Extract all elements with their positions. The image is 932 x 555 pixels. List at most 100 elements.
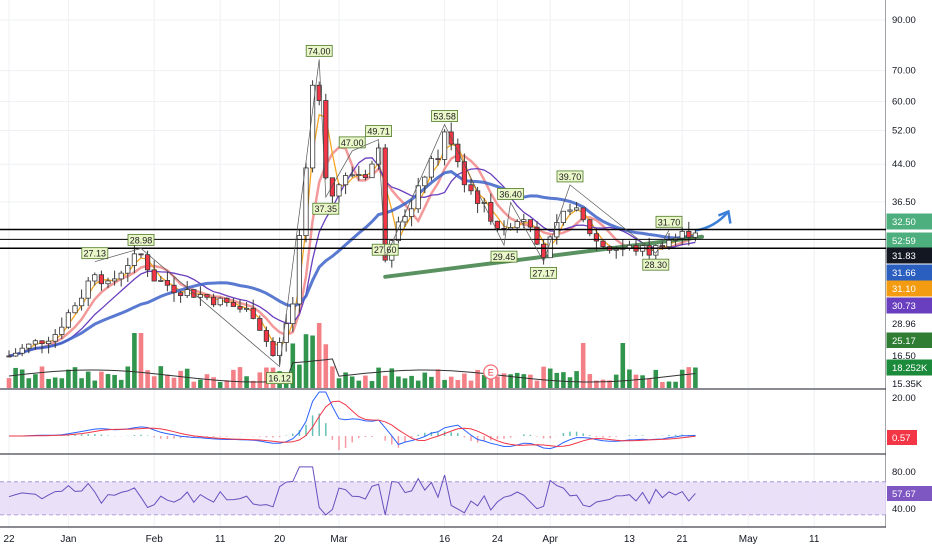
candle-body-30 — [263, 329, 270, 342]
candle-body-50 — [395, 221, 402, 241]
volume-bar-94 — [686, 367, 692, 388]
rsi-value-label: 57.67 — [892, 489, 916, 500]
volume-bar-20 — [198, 379, 203, 388]
rsi-tick-label-1: 40.00 — [892, 504, 916, 515]
grid — [0, 0, 932, 528]
volume-bar-87 — [640, 375, 645, 388]
candlesticks — [6, 80, 699, 365]
volume-bar-91 — [666, 381, 672, 388]
volume-bar--8 — [13, 367, 18, 388]
annotation-box-9 — [497, 188, 525, 200]
volume-bar-1 — [72, 367, 78, 388]
candle-body-61 — [468, 184, 474, 192]
forecast-arrow-head — [717, 209, 732, 224]
candle-body--4 — [39, 340, 45, 345]
x-tick-label-9: 13 — [624, 534, 636, 545]
candle-body-54 — [422, 176, 428, 187]
volume-bar-85 — [627, 369, 632, 388]
annotation-label-6: 49.71 — [367, 127, 390, 137]
time-axis[interactable]: 22 Jan Feb 11 20 Mar 16 24 Apr 13 21 May 11 — [0, 528, 932, 550]
macd-value-label: 0.57 — [892, 433, 911, 444]
annotation-label-1: 28.98 — [130, 235, 153, 245]
x-tick-label-10: 21 — [677, 534, 689, 545]
annotation-box-11 — [530, 266, 557, 279]
annotation-label-4: 37.35 — [315, 204, 338, 214]
annotation-box-6 — [365, 125, 393, 137]
volume-bar-56 — [435, 369, 441, 388]
candle-body-95 — [692, 232, 699, 238]
volume-bar-81 — [600, 379, 606, 388]
volume-bar--9 — [6, 378, 12, 388]
annotation-label-14: 28.30 — [645, 260, 668, 270]
candle-body-13 — [151, 269, 157, 282]
candle-body-14 — [158, 279, 164, 282]
x-tick-label-6: 16 — [439, 534, 451, 545]
volume-bar-93 — [679, 369, 685, 388]
price-tag-0 — [886, 213, 932, 230]
candle-body-4 — [92, 274, 98, 282]
y-tick-label-1: 70.00 — [892, 66, 916, 77]
rsi-band — [0, 481, 886, 515]
volume-bar-0 — [66, 369, 71, 388]
price-tag-5 — [886, 297, 932, 314]
volume-bar-10 — [132, 333, 137, 388]
candle-body--9 — [6, 355, 12, 358]
volume-bar-46 — [369, 381, 375, 388]
y-tick-label-3: 52.00 — [892, 126, 916, 137]
y-tick-label-2: 60.00 — [892, 97, 916, 108]
candle-body--8 — [12, 352, 19, 357]
volume-bar-65 — [495, 376, 500, 388]
candle-body-42 — [342, 175, 349, 186]
candle-body-6 — [105, 280, 111, 285]
candle-body-77 — [574, 207, 580, 211]
volume-bar-92 — [673, 381, 678, 388]
volume-bar-72 — [541, 366, 546, 388]
volume-bar-59 — [455, 380, 461, 388]
volume-bar-70 — [528, 374, 533, 388]
macd-pane — [9, 391, 697, 451]
annotation-label-5: 47.00 — [341, 138, 364, 148]
annotation-label-9: 36.40 — [499, 189, 522, 199]
volume-bar-86 — [633, 374, 639, 388]
volume-bar-29 — [257, 372, 263, 388]
candle-body-23 — [217, 297, 223, 306]
volume-bar-36 — [303, 334, 309, 388]
price-tag-4 — [886, 280, 932, 297]
volume-bar-37 — [310, 335, 315, 388]
price-tag-label-5: 30.73 — [892, 301, 916, 312]
candle-body-29 — [257, 318, 263, 331]
candle-body-73 — [547, 236, 553, 259]
candle-body-7 — [112, 278, 118, 282]
volume-bar-43 — [349, 376, 355, 388]
volume-bar--2 — [52, 377, 58, 388]
volume-bar-11 — [138, 333, 144, 388]
candle-body-15 — [164, 279, 170, 286]
y-tick-label-5: 36.50 — [892, 197, 916, 208]
volume-bar-15 — [165, 374, 170, 388]
candle-body-89 — [653, 245, 659, 256]
candle-body-43 — [349, 174, 355, 177]
candle-body--7 — [19, 347, 25, 354]
candle-body-10 — [131, 253, 137, 266]
candle-body-46 — [369, 163, 375, 179]
x-tick-label-2: Feb — [146, 534, 164, 545]
candle-body-0 — [65, 312, 71, 328]
candle-body-83 — [613, 248, 619, 251]
candle-body-21 — [204, 294, 210, 298]
y-tick-label-4: 44.00 — [892, 159, 916, 170]
price-axis[interactable]: 90.00 70.00 60.00 52.00 44.00 36.50 32.50 52:59… — [886, 0, 932, 550]
candle-body-60 — [461, 161, 468, 186]
candle-body-24 — [224, 297, 230, 303]
volume-bars — [6, 323, 698, 388]
x-tick-label-7: 24 — [492, 534, 504, 545]
volume-bar-63 — [481, 374, 487, 388]
price-tag-9 — [886, 359, 932, 376]
annotation-label-0: 27.13 — [84, 249, 107, 259]
candle-body-34 — [290, 303, 296, 325]
candle-body-26 — [237, 306, 243, 310]
volume-bar-51 — [402, 378, 408, 388]
volume-bar-64 — [488, 378, 494, 388]
volume-bar-67 — [508, 374, 513, 388]
